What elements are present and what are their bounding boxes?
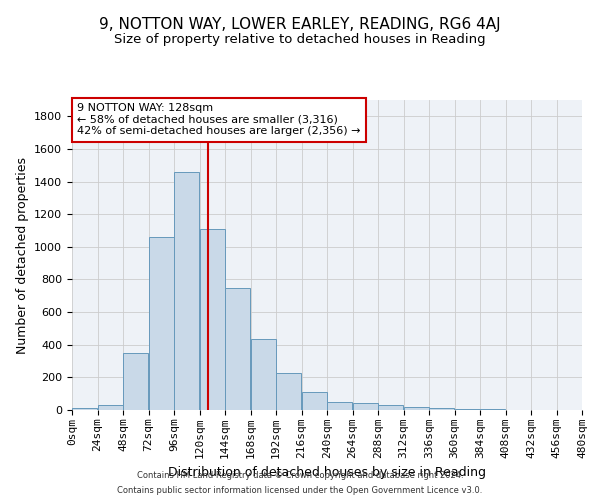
Bar <box>353 402 378 410</box>
Y-axis label: Number of detached properties: Number of detached properties <box>16 156 29 354</box>
Bar <box>149 237 174 410</box>
Text: 9, NOTTON WAY, LOWER EARLEY, READING, RG6 4AJ: 9, NOTTON WAY, LOWER EARLEY, READING, RG… <box>99 18 501 32</box>
Bar <box>174 172 199 410</box>
Text: Contains HM Land Registry data © Crown copyright and database right 2024.: Contains HM Land Registry data © Crown c… <box>137 471 463 480</box>
Bar <box>429 408 454 410</box>
Bar <box>123 353 148 410</box>
Bar <box>327 402 352 410</box>
Bar <box>276 374 301 410</box>
Bar <box>225 288 250 410</box>
Bar <box>72 408 97 410</box>
Text: 9 NOTTON WAY: 128sqm
← 58% of detached houses are smaller (3,316)
42% of semi-de: 9 NOTTON WAY: 128sqm ← 58% of detached h… <box>77 103 361 136</box>
Bar <box>404 406 429 410</box>
Bar <box>455 409 480 410</box>
Bar <box>302 392 327 410</box>
Bar <box>480 409 505 410</box>
Bar <box>200 229 225 410</box>
X-axis label: Distribution of detached houses by size in Reading: Distribution of detached houses by size … <box>168 466 486 479</box>
Bar <box>378 405 403 410</box>
Bar <box>251 339 276 410</box>
Bar <box>98 405 123 410</box>
Text: Size of property relative to detached houses in Reading: Size of property relative to detached ho… <box>114 32 486 46</box>
Text: Contains public sector information licensed under the Open Government Licence v3: Contains public sector information licen… <box>118 486 482 495</box>
